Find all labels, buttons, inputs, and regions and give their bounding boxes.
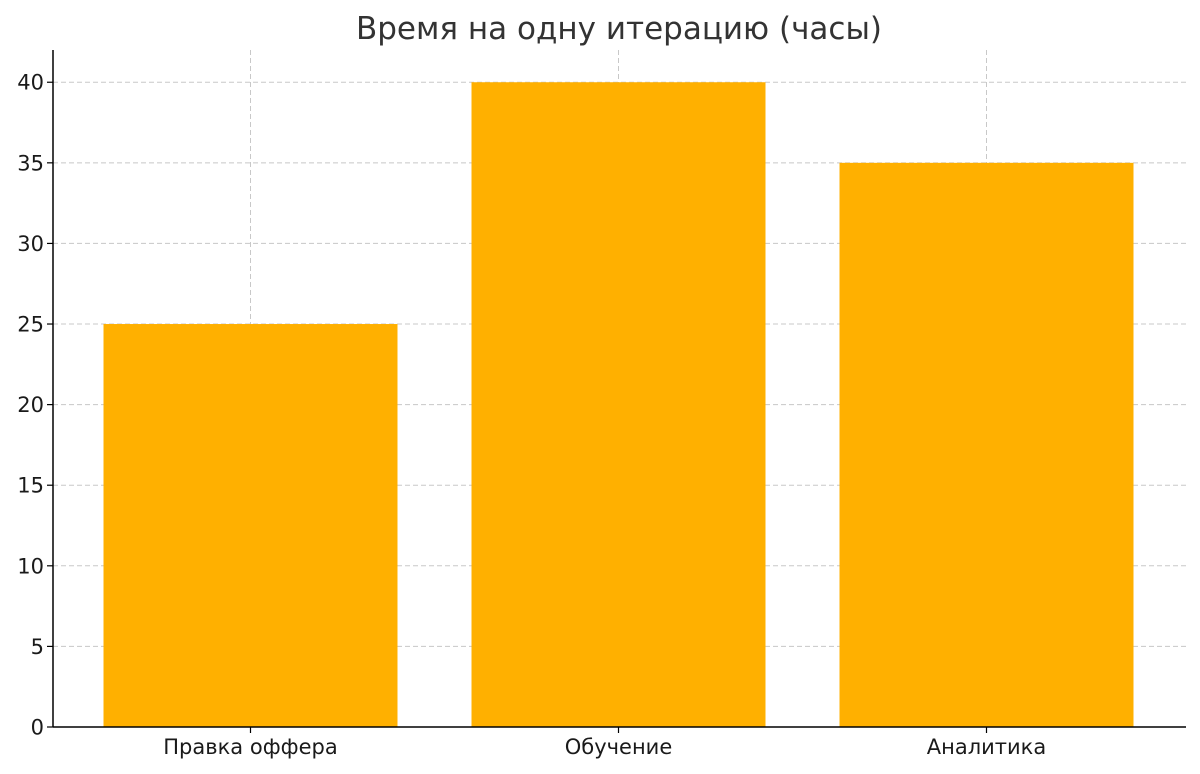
bars-layer	[103, 82, 1134, 728]
ticks-layer: 0 5 10 15 20 25 30 35 40 Правка оффера Обучение Ана…	[17, 71, 1046, 759]
y-tick-label: 5	[31, 635, 44, 659]
bar-1	[103, 324, 398, 727]
y-tick-label: 10	[17, 554, 44, 578]
x-tick-label: Аналитика	[927, 735, 1046, 759]
y-tick-label: 20	[17, 393, 44, 417]
chart-title: Время на одну итерацию (часы)	[356, 11, 882, 47]
x-tick-label: Правка оффера	[163, 735, 337, 759]
y-tick-label: 15	[17, 474, 44, 498]
y-tick-label: 0	[31, 716, 44, 740]
y-tick-label: 35	[17, 151, 44, 175]
x-tick-label: Обучение	[565, 735, 673, 759]
y-tick-label: 40	[17, 71, 44, 95]
y-tick-label: 30	[17, 232, 44, 256]
bar-2	[471, 82, 766, 727]
y-tick-label: 25	[17, 313, 44, 337]
bar-3	[839, 162, 1134, 728]
